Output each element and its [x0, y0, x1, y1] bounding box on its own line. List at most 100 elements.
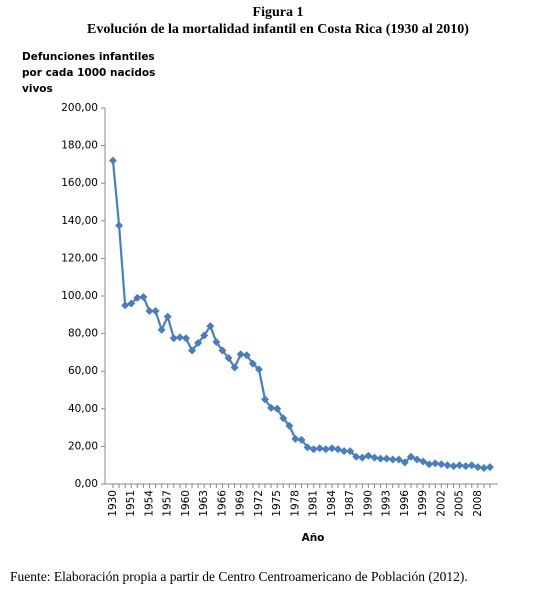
y-axis-label: Defunciones infantiles: [22, 51, 155, 63]
x-tick-label: 1999: [417, 490, 429, 517]
y-tick-label: 40,00: [68, 403, 98, 415]
x-axis-label: Año: [302, 532, 325, 544]
y-axis-label: vivos: [22, 83, 53, 95]
data-point: [486, 463, 494, 472]
data-point: [467, 461, 476, 470]
data-point: [473, 463, 482, 472]
data-point: [224, 354, 233, 363]
chart-subtitle: Evolución de la mortalidad infantil en C…: [87, 22, 469, 37]
data-point: [303, 443, 312, 452]
x-tick-label: 1954: [143, 490, 155, 517]
x-tick-label: 1993: [381, 490, 393, 517]
data-point: [327, 444, 336, 453]
x-tick-label: 1930: [107, 490, 119, 517]
data-point: [370, 453, 379, 462]
data-point: [321, 445, 330, 454]
data-point: [254, 365, 263, 374]
data-line: [111, 160, 491, 470]
data-point: [127, 299, 136, 308]
data-point: [121, 301, 130, 310]
data-point: [145, 307, 154, 316]
data-point: [333, 445, 342, 454]
x-tick-label: 1969: [235, 490, 247, 517]
y-tick-label: 200,00: [61, 102, 98, 114]
data-point: [352, 452, 361, 461]
x-tick-label: 1963: [198, 490, 210, 517]
y-tick-label: 160,00: [61, 177, 98, 189]
data-point: [115, 221, 124, 230]
x-tick-label: 1975: [271, 490, 283, 517]
data-point: [261, 395, 270, 404]
data-point: [455, 461, 464, 470]
data-point: [188, 346, 197, 355]
data-point: [206, 322, 215, 331]
y-tick-label: 80,00: [68, 328, 98, 340]
y-tick-label: 140,00: [61, 215, 98, 227]
data-point: [273, 404, 282, 413]
data-point: [163, 312, 172, 321]
data-point: [394, 455, 403, 464]
x-tick-label: 1978: [289, 490, 301, 517]
x-tick-label: 1960: [180, 490, 192, 517]
data-point: [449, 462, 458, 471]
data-point: [109, 156, 117, 165]
x-tick-label: 1990: [362, 490, 374, 517]
x-tick-label: 1951: [125, 490, 137, 517]
data-point: [291, 434, 300, 443]
data-point: [461, 462, 470, 471]
data-point: [169, 334, 178, 343]
x-tick-label: 1966: [216, 490, 228, 517]
data-point: [413, 455, 422, 464]
x-tick-label: 1972: [253, 490, 265, 517]
y-tick-label: 0,00: [75, 478, 98, 490]
x-tick-label: 1996: [399, 490, 411, 517]
x-tick-label: 1981: [308, 490, 320, 517]
y-tick-label: 180,00: [61, 140, 98, 152]
data-point: [242, 351, 251, 360]
y-tick-label: 60,00: [68, 365, 98, 377]
y-axis-label: por cada 1000 nacidos: [22, 67, 155, 79]
data-point: [346, 447, 355, 456]
data-point: [181, 334, 190, 343]
x-tick-label: 2005: [454, 490, 466, 517]
data-point: [236, 350, 245, 359]
data-point: [376, 454, 385, 463]
data-point: [285, 421, 294, 430]
data-point: [443, 461, 452, 470]
chart-title: Figura 1: [253, 5, 304, 20]
source-note: Fuente: Elaboración propia a partir de C…: [10, 569, 468, 584]
y-tick-label: 100,00: [61, 290, 98, 302]
data-point: [279, 414, 288, 423]
data-point: [364, 451, 373, 460]
data-point: [358, 453, 367, 462]
data-point: [212, 338, 221, 347]
data-point: [248, 359, 257, 368]
data-point: [151, 307, 160, 316]
data-point: [133, 293, 142, 302]
x-tick-label: 2002: [435, 490, 447, 517]
data-point: [400, 458, 409, 467]
data-point: [267, 403, 276, 412]
data-point: [382, 454, 391, 463]
y-tick-label: 20,00: [68, 440, 98, 452]
x-tick-label: 1984: [326, 490, 338, 517]
y-tick-label: 120,00: [61, 252, 98, 264]
data-point: [406, 452, 415, 461]
data-point: [437, 460, 446, 469]
data-point: [297, 435, 306, 444]
data-point: [419, 457, 428, 466]
data-point: [157, 325, 166, 334]
data-point: [388, 455, 397, 464]
data-point: [340, 447, 349, 456]
x-tick-label: 2008: [472, 490, 484, 517]
x-tick-label: 1957: [162, 490, 174, 517]
data-point: [218, 346, 227, 355]
data-point: [425, 460, 434, 469]
data-point: [194, 339, 203, 347]
data-point: [230, 363, 239, 372]
data-point: [309, 445, 318, 454]
data-point: [315, 444, 324, 453]
x-tick-label: 1987: [344, 490, 356, 517]
